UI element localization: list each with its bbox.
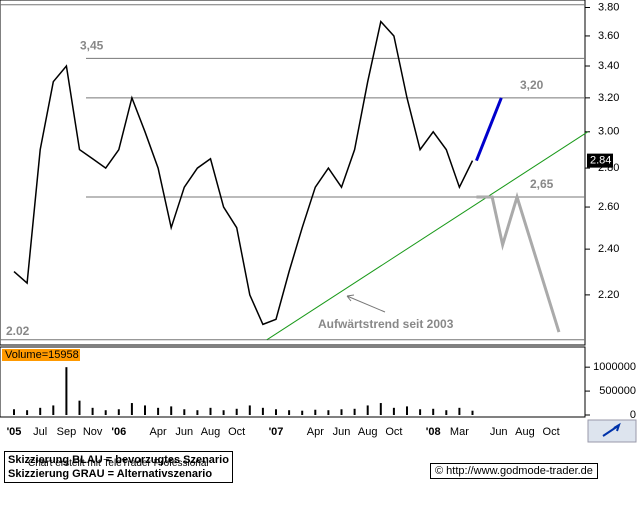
credit: © http://www.godmode-trader.de (430, 463, 598, 479)
x-tick-label: '05 (7, 426, 22, 438)
x-tick-label: Oct (228, 426, 245, 438)
legend-gray: Skizzierung GRAU = Alternativszenario (8, 468, 213, 480)
level-label: 2,65 (530, 177, 554, 191)
price-line (13, 19, 474, 326)
trend-arrow (346, 294, 386, 313)
tool-icon-arrow (602, 422, 621, 437)
y-tick-label: 0 (630, 409, 636, 421)
x-tick-label: '08 (426, 426, 441, 438)
x-tick-label: Jun (490, 426, 508, 438)
scenario-legend: Skizzierung BLAU = bevorzugtes Szenario … (4, 451, 233, 483)
x-tick-label: Mar (450, 426, 469, 438)
x-tick-label: '07 (269, 426, 284, 438)
level-label: 2.02 (6, 324, 30, 338)
trendline (266, 131, 589, 341)
footer-note: Chart erstellt mit TeleTrader Profession… (28, 458, 209, 469)
last-price-box (587, 153, 613, 168)
x-tick-label: '06 (111, 426, 126, 438)
volume-title-bg (2, 349, 80, 361)
y-tick-label: 2.40 (598, 243, 619, 255)
x-tick-label: Aug (201, 426, 221, 438)
last-price: 2.84 (590, 155, 611, 167)
y-tick-label: 3.80 (598, 1, 619, 13)
x-tick-label: Apr (307, 426, 324, 438)
y-tick-label: 3.00 (598, 126, 619, 138)
price-frame (0, 0, 586, 346)
y-tick-label: 2.60 (598, 201, 619, 213)
x-tick-label: Jun (333, 426, 351, 438)
y-tick-label: 500000 (599, 385, 636, 397)
volume-frame (0, 346, 586, 418)
volume-title: Volume=15958 (5, 349, 79, 361)
x-tick-label: Oct (385, 426, 402, 438)
x-tick-label: Nov (83, 426, 103, 438)
level-label: 3,20 (520, 78, 544, 92)
x-tick-label: Jun (175, 426, 193, 438)
gray-scenario (476, 191, 561, 333)
chart: Volume=15958 2.202.402.602.803.003.203.4… (0, 0, 637, 443)
y-tick-label: 1000000 (593, 361, 636, 373)
y-tick-label: 2.20 (598, 289, 619, 301)
x-tick-label: Aug (515, 426, 535, 438)
x-tick-label: Aug (358, 426, 378, 438)
blue-scenario (475, 97, 503, 162)
x-tick-label: Oct (543, 426, 560, 438)
trendline-label: Aufwärtstrend seit 2003 (318, 317, 454, 331)
legend-blue: Skizzierung BLAU = bevorzugtes Szenario (8, 454, 229, 466)
level-label: 3,45 (80, 38, 104, 52)
x-tick-label: Jul (33, 426, 47, 438)
x-tick-label: Apr (150, 426, 167, 438)
y-tick-label: 3.40 (598, 60, 619, 72)
y-tick-label: 3.60 (598, 30, 619, 42)
x-tick-label: Sep (57, 426, 77, 438)
y-tick-label: 3.20 (598, 92, 619, 104)
